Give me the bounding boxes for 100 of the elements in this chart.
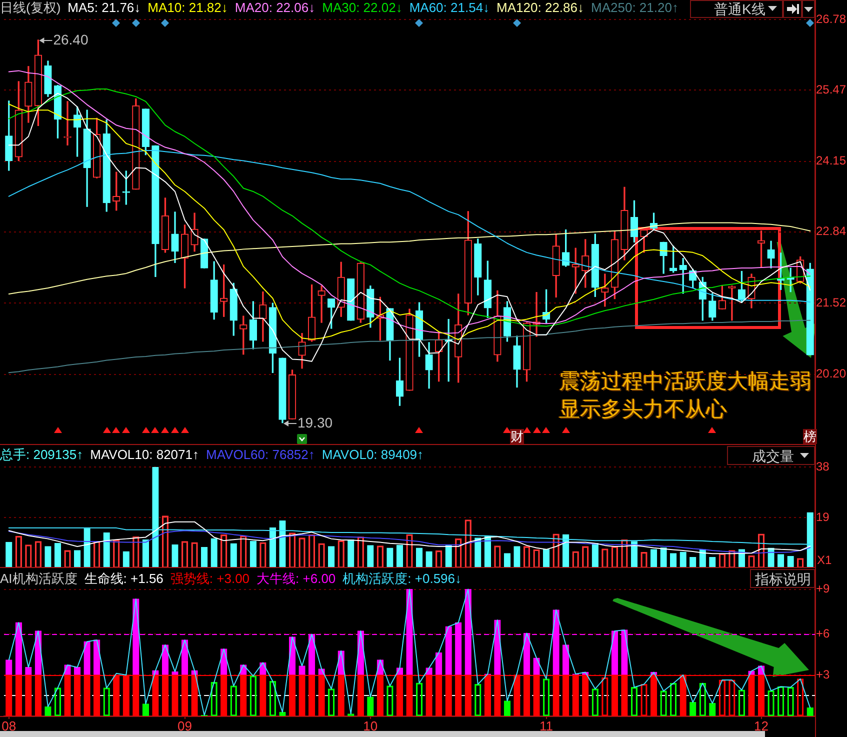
bar bbox=[6, 660, 12, 676]
candlestick bbox=[64, 101, 72, 146]
bar bbox=[562, 534, 570, 568]
button: 指标说明 bbox=[750, 569, 815, 588]
candlestick bbox=[601, 274, 609, 307]
bar bbox=[386, 548, 394, 568]
bar bbox=[680, 552, 686, 568]
text: MA10: 21.82↓ bbox=[148, 0, 228, 15]
y-tick-label: 26.78 bbox=[816, 12, 846, 26]
series-label: 机构活跃度: +0.596↓ bbox=[342, 571, 462, 586]
bar bbox=[709, 557, 716, 568]
dropdown: 普通K线 bbox=[690, 0, 783, 18]
bar bbox=[367, 545, 374, 568]
text: MA5: 21.76↓ bbox=[68, 0, 141, 15]
y-tick-label: +9 bbox=[816, 582, 830, 596]
x-tick-label: 11 bbox=[540, 718, 554, 734]
bar bbox=[650, 549, 658, 568]
chart-title: AI机构活跃度 bbox=[0, 571, 78, 586]
bar bbox=[328, 546, 335, 568]
bar bbox=[142, 540, 150, 568]
bar bbox=[592, 542, 598, 568]
text: MA30: 22.02↓ bbox=[322, 0, 402, 15]
bar bbox=[562, 644, 570, 676]
chart-title: 日线(复权) bbox=[0, 0, 61, 15]
y-tick-label: 20.20 bbox=[816, 366, 846, 381]
bar bbox=[611, 630, 618, 676]
y-tick-label: +3 bbox=[816, 667, 830, 682]
x-tick-label: 10 bbox=[363, 718, 378, 734]
bar bbox=[533, 658, 540, 676]
bar bbox=[103, 532, 110, 568]
x-tick-label: 08 bbox=[2, 718, 16, 734]
bar bbox=[396, 544, 404, 568]
bar bbox=[504, 700, 511, 716]
bar bbox=[787, 556, 794, 568]
y-tick-label: 38 bbox=[816, 459, 830, 474]
bar bbox=[435, 652, 442, 676]
y-tick-label: 24.15 bbox=[816, 154, 846, 168]
bar bbox=[200, 546, 208, 568]
bar bbox=[152, 466, 159, 568]
bar bbox=[504, 553, 511, 568]
bar bbox=[250, 540, 256, 568]
bar bbox=[768, 548, 774, 568]
y-tick-label: 19 bbox=[816, 510, 830, 524]
text: MA250: 21.20↑ bbox=[591, 0, 678, 15]
bar bbox=[348, 540, 354, 568]
bar bbox=[416, 548, 423, 568]
bar bbox=[84, 641, 90, 676]
bar bbox=[6, 542, 12, 568]
text: MA20: 22.06↓ bbox=[234, 0, 316, 15]
annotation: 普通K线 bbox=[714, 1, 766, 17]
dropdown: 成交量 bbox=[727, 446, 815, 465]
bar bbox=[709, 702, 716, 716]
bar bbox=[690, 702, 696, 716]
bar bbox=[660, 548, 667, 568]
annotation: 19.30 bbox=[297, 414, 333, 430]
bar bbox=[84, 528, 90, 568]
y-tick-label: +6 bbox=[816, 626, 830, 640]
bar bbox=[172, 544, 178, 568]
annotation: 成交量 bbox=[752, 448, 794, 464]
text: 总手: 209135↑ bbox=[0, 447, 84, 462]
bar bbox=[74, 550, 81, 568]
bar bbox=[542, 549, 550, 568]
x-tick-label: 12 bbox=[754, 718, 768, 734]
text: MAVOL10: 82071↑ bbox=[90, 447, 199, 462]
bar bbox=[514, 546, 520, 568]
bar bbox=[122, 551, 130, 568]
y-tick-label: 25.47 bbox=[816, 82, 846, 96]
bar bbox=[210, 538, 218, 568]
y-tick-label: 21.52 bbox=[816, 295, 846, 310]
bar bbox=[93, 640, 100, 676]
bar bbox=[445, 544, 452, 568]
bar bbox=[690, 557, 696, 568]
annotation: 震荡过程中活跃度大幅走弱 bbox=[559, 369, 811, 394]
bar bbox=[630, 541, 638, 568]
candlestick bbox=[318, 286, 326, 323]
annotation: 指标说明 bbox=[755, 571, 811, 587]
bar bbox=[777, 554, 784, 568]
bar bbox=[44, 546, 52, 568]
bar bbox=[279, 520, 286, 568]
annotation: 26.40 bbox=[53, 31, 88, 48]
y-tick-label: 22.84 bbox=[816, 224, 846, 238]
bar bbox=[367, 696, 374, 716]
bar bbox=[523, 632, 530, 676]
bar bbox=[806, 512, 814, 568]
bar bbox=[54, 542, 62, 568]
annotation: 财 bbox=[510, 429, 524, 444]
x-tick-label: 09 bbox=[178, 718, 192, 734]
bar bbox=[670, 553, 677, 568]
ref-line-label: 生命线: +1.56 bbox=[84, 571, 164, 586]
bar bbox=[269, 527, 276, 568]
text: MAVOL0: 89409↑ bbox=[322, 447, 424, 462]
text: MAVOL60: 76852↑ bbox=[206, 447, 315, 462]
text: MA60: 21.54↓ bbox=[409, 0, 490, 15]
bar bbox=[426, 551, 432, 568]
bar bbox=[230, 543, 237, 568]
ref-line-label: 大牛线: +6.00 bbox=[256, 571, 336, 586]
bar bbox=[142, 704, 150, 716]
text: MA120: 22.86↓ bbox=[496, 0, 584, 15]
annotation: 显示多头力不从心 bbox=[559, 397, 727, 422]
ref-line-label: 强势线: +3.00 bbox=[170, 571, 250, 586]
